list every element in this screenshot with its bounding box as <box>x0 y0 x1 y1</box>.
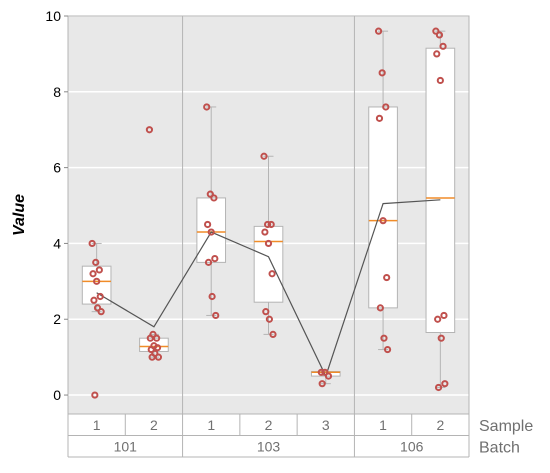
data-point <box>148 353 156 361</box>
data-point <box>93 304 102 312</box>
mean-connect-line <box>96 199 441 378</box>
y-tick-label: 8 <box>53 84 61 100</box>
data-point <box>379 217 387 225</box>
data-point <box>380 334 388 342</box>
y-tick-label: 10 <box>45 8 61 24</box>
data-point <box>206 190 214 198</box>
box-body <box>253 225 284 303</box>
data-point <box>382 103 390 111</box>
data-point <box>268 270 276 278</box>
sample-label: 2 <box>150 417 158 433</box>
batch-label: 101 <box>114 439 138 455</box>
data-point <box>265 315 273 323</box>
data-point <box>439 42 447 50</box>
batch-level-label: Batch <box>479 440 520 457</box>
sample-label: 1 <box>207 417 215 433</box>
y-tick-label: 4 <box>53 235 61 251</box>
sample-level-label: Sample <box>479 418 533 435</box>
sample-label: 1 <box>93 417 101 433</box>
sample-label: 2 <box>265 417 273 433</box>
data-point <box>324 372 333 380</box>
data-points <box>88 27 449 399</box>
data-point <box>269 330 277 338</box>
sample-label: 2 <box>436 417 444 433</box>
data-point <box>154 353 163 361</box>
plot-area <box>67 15 470 415</box>
data-point <box>97 308 105 316</box>
data-point <box>434 315 442 323</box>
data-point <box>441 380 449 388</box>
data-point <box>204 220 212 229</box>
data-point <box>260 152 268 160</box>
data-point <box>207 228 215 236</box>
data-point <box>92 258 100 266</box>
data-point <box>88 239 96 248</box>
data-point <box>376 304 384 312</box>
y-axis-label: Value <box>11 194 28 236</box>
data-point <box>261 228 269 236</box>
data-point <box>264 239 273 248</box>
box-plot <box>81 242 112 313</box>
box-body <box>425 47 456 334</box>
sample-label: 1 <box>379 417 387 433</box>
data-point <box>204 258 213 266</box>
data-point <box>383 345 392 354</box>
data-point <box>203 103 211 111</box>
batch-label: 103 <box>257 439 281 455</box>
data-point <box>383 273 391 282</box>
plot-frame <box>67 15 470 415</box>
data-point <box>153 344 162 352</box>
data-point <box>211 254 219 263</box>
data-point <box>145 126 154 134</box>
box-plot <box>253 155 284 335</box>
data-point <box>146 334 154 342</box>
batch-label: 106 <box>400 439 424 455</box>
y-tick-label: 6 <box>53 160 61 176</box>
data-point <box>432 27 440 35</box>
sample-label: 3 <box>322 417 330 433</box>
data-point <box>96 292 104 301</box>
data-point <box>95 266 103 274</box>
data-point <box>318 380 326 388</box>
data-point <box>374 27 383 35</box>
data-point <box>264 220 272 229</box>
batch-dividers <box>182 16 355 414</box>
box-body <box>368 106 398 309</box>
box-plot <box>368 30 398 351</box>
data-point <box>435 31 444 39</box>
y-tick-label: 0 <box>53 387 61 403</box>
data-point <box>262 308 270 316</box>
data-point <box>212 311 220 320</box>
data-point <box>208 292 216 301</box>
data-point <box>93 277 101 285</box>
data-point <box>433 50 441 58</box>
data-point <box>434 383 443 392</box>
data-point <box>321 368 329 376</box>
box-plots <box>81 30 456 388</box>
data-point <box>89 270 97 278</box>
data-point <box>90 296 98 304</box>
data-point <box>317 368 325 376</box>
data-point <box>210 194 218 202</box>
data-point <box>436 76 444 85</box>
data-point <box>378 69 386 77</box>
data-point <box>375 114 384 122</box>
data-point <box>437 334 445 342</box>
x-level-table: 1 2 1 2 3 1 2 101 103 106 <box>67 414 470 458</box>
data-point <box>147 345 155 354</box>
data-point <box>91 391 99 399</box>
data-point <box>267 220 275 229</box>
box-plot <box>425 30 456 388</box>
data-point <box>440 311 448 320</box>
data-point <box>153 334 161 342</box>
y-tick-label: 2 <box>53 311 61 327</box>
y-axis: 0 2 4 6 8 10 <box>45 8 68 403</box>
